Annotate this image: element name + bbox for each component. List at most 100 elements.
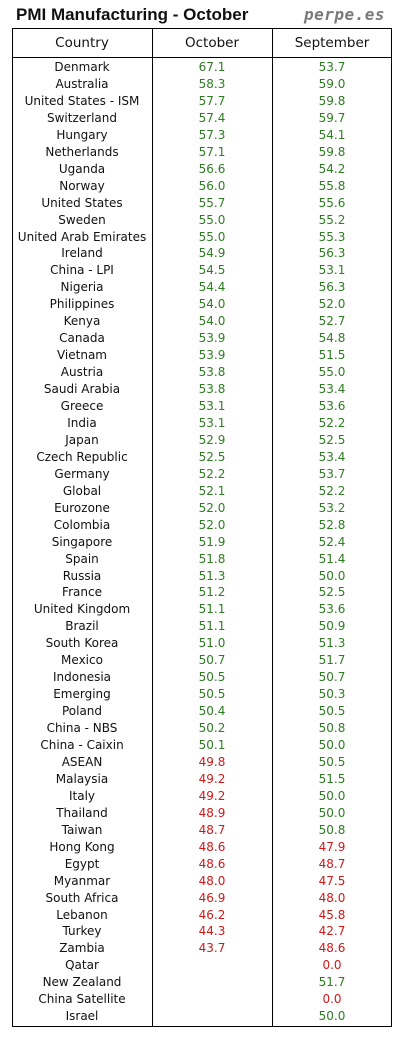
october-value: 50.1: [198, 738, 226, 752]
brand-watermark: perpe.es: [303, 5, 385, 24]
september-value: 50.0: [318, 738, 346, 752]
october-value: [152, 1008, 272, 1025]
country-cell: South Africa: [45, 890, 119, 905]
october-value: 52.0: [198, 517, 226, 532]
october-value: 54.5: [198, 263, 226, 278]
october-value: 48.0: [198, 873, 226, 888]
september-value: 50.8: [318, 721, 346, 736]
country-cell: Lebanon: [56, 907, 108, 922]
table-row: China - NBS 50.2 50.8: [12, 720, 392, 737]
october-value: [152, 957, 272, 974]
september-value: 51.7: [318, 975, 346, 990]
september-value: 0.0: [322, 958, 342, 973]
table-row: United States - ISM 57.7 59.8: [12, 93, 392, 110]
september-value: 0.0: [322, 992, 342, 1007]
table-header: [12, 28, 392, 58]
table-row: Australia 58.3 59.0: [12, 76, 392, 93]
september-value: 51.4: [318, 551, 346, 566]
country-cell: Japan: [65, 432, 99, 447]
october-value: 44.3: [198, 924, 226, 939]
october-value: 48.6: [198, 856, 226, 871]
september-value: 50.0: [318, 568, 346, 583]
september-value: 53.6: [318, 399, 346, 413]
september-value: 53.6: [318, 602, 346, 617]
page-title: PMI Manufacturing - October: [16, 5, 249, 24]
header-september: September: [294, 35, 370, 51]
country-cell: Zambia: [59, 941, 105, 956]
country-cell: Malaysia: [55, 771, 109, 786]
october-value: 54.9: [198, 246, 226, 261]
september-value: 52.4: [318, 534, 346, 549]
october-value: 67.1: [198, 60, 226, 74]
table-row: Germany 52.2 53.7: [12, 466, 392, 483]
october-value: 51.9: [198, 534, 226, 549]
october-value: 55.0: [198, 229, 226, 244]
table-row: Russia 51.3 50.0: [12, 568, 392, 585]
october-value: 50.4: [198, 704, 226, 719]
october-value: 57.7: [198, 93, 226, 108]
table-row: Spain 51.8 51.4: [12, 551, 392, 568]
october-value: 51.1: [198, 619, 226, 634]
september-value: 54.1: [318, 127, 346, 142]
october-value: 55.7: [198, 195, 226, 210]
table-row: Indonesia 50.5 50.7: [12, 669, 392, 686]
table-row: Emerging 50.5 50.3: [12, 686, 392, 703]
table-row: Saudi Arabia 53.8 53.4: [12, 381, 392, 398]
table-row: Norway 56.0 55.8: [12, 178, 392, 195]
october-value: 57.1: [198, 144, 226, 159]
table-row: Hong Kong 48.6 47.9: [12, 839, 392, 856]
october-value: 53.8: [198, 365, 226, 380]
country-cell: Indonesia: [52, 670, 112, 685]
table-row: Kenya 54.0 52.7: [12, 313, 392, 330]
september-value: 50.7: [318, 670, 346, 685]
october-value: 49.8: [198, 754, 226, 769]
table-row: Austria 53.8 55.0: [12, 364, 392, 381]
table-row: United Kingdom 51.1 53.6: [12, 601, 392, 618]
september-value: 50.0: [318, 1009, 346, 1024]
september-value: 50.3: [318, 687, 346, 702]
table-row: Myanmar 48.0 47.5: [12, 873, 392, 890]
header-country: Country: [55, 35, 109, 51]
september-value: 52.5: [318, 585, 346, 600]
country-cell: Uganda: [58, 161, 106, 176]
country-cell: Myanmar: [53, 873, 111, 888]
october-value: 53.1: [198, 399, 226, 413]
october-value: 53.1: [198, 415, 226, 430]
country-cell: Spain: [65, 551, 99, 566]
september-value: 47.5: [318, 873, 346, 888]
october-value: 54.0: [198, 314, 226, 329]
country-cell: China - Caixin: [40, 738, 124, 752]
country-cell: Singapore: [51, 534, 113, 549]
october-value: 51.8: [198, 551, 226, 566]
country-cell: Israel: [65, 1009, 99, 1024]
september-value: 56.3: [318, 280, 346, 295]
september-value: 47.9: [318, 839, 346, 854]
country-cell: Australia: [55, 76, 109, 91]
september-value: 50.0: [318, 788, 346, 803]
country-cell: Ireland: [61, 246, 103, 261]
table-row: Malaysia 49.2 51.5: [12, 771, 392, 788]
september-value: 54.8: [318, 331, 346, 346]
table-row: Switzerland 57.4 59.7: [12, 110, 392, 127]
table-row: Netherlands 57.1 59.8: [12, 144, 392, 161]
table-row: Taiwan 48.7 50.8: [12, 822, 392, 839]
september-value: 50.5: [318, 754, 346, 769]
column-divider: [272, 28, 273, 1027]
october-value: 49.2: [198, 771, 226, 786]
october-value: [152, 991, 272, 1008]
october-value: 48.6: [198, 839, 226, 854]
september-value: 55.0: [318, 365, 346, 380]
country-cell: Colombia: [53, 517, 111, 532]
table-row: Canada 53.9 54.8: [12, 330, 392, 347]
country-cell: South Korea: [45, 636, 119, 651]
september-value: 52.0: [318, 297, 346, 312]
country-cell: ASEAN: [61, 754, 103, 769]
country-cell: Greece: [60, 399, 104, 413]
september-value: 52.8: [318, 517, 346, 532]
table-row: Colombia 52.0 52.8: [12, 517, 392, 534]
country-cell: Italy: [68, 788, 96, 803]
country-cell: United Kingdom: [33, 602, 131, 617]
country-cell: Saudi Arabia: [43, 382, 121, 397]
october-value: 52.9: [198, 432, 226, 447]
country-cell: Eurozone: [54, 500, 110, 515]
